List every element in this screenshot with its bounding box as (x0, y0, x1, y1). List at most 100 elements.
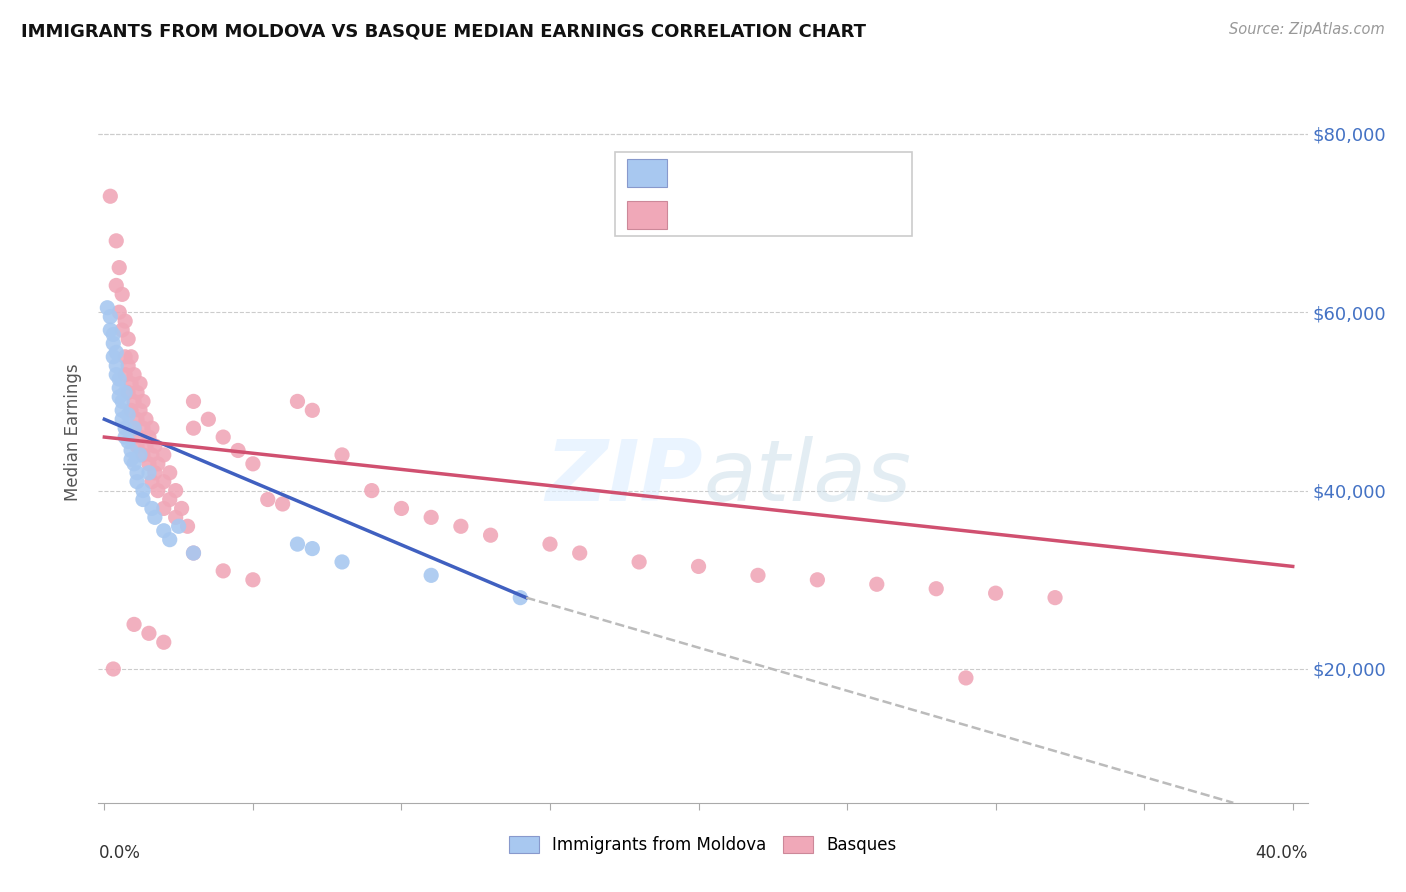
Point (330, 555, 353, 569)
Point (143, 439, 166, 453)
Point (129, 403, 152, 417)
Point (132, 492, 155, 507)
Point (509, 591, 531, 605)
Point (138, 430, 160, 444)
Point (170, 501, 193, 516)
Legend: Immigrants from Moldova, Basques: Immigrants from Moldova, Basques (502, 830, 904, 861)
Point (330, 448, 353, 462)
Point (117, 408, 139, 422)
Point (120, 403, 142, 417)
Point (111, 287, 134, 301)
Point (114, 350, 136, 364)
Point (129, 430, 152, 444)
Point (120, 376, 142, 391)
Point (212, 564, 235, 578)
Point (111, 403, 134, 417)
Point (98, 323, 121, 337)
Point (108, 381, 131, 395)
Point (120, 443, 142, 458)
Point (271, 497, 294, 511)
Text: ZIP: ZIP (546, 435, 703, 518)
Point (391, 501, 413, 516)
Text: 0.0%: 0.0% (98, 844, 141, 862)
Point (360, 483, 382, 498)
Point (146, 457, 169, 471)
Point (1043, 591, 1066, 605)
Point (114, 430, 136, 444)
Point (212, 430, 235, 444)
Point (183, 421, 205, 435)
Point (125, 412, 148, 426)
Point (152, 635, 174, 649)
Point (114, 314, 136, 328)
Point (688, 559, 710, 574)
Point (141, 421, 163, 435)
Point (114, 421, 136, 435)
Point (183, 394, 205, 409)
Point (146, 483, 169, 498)
Point (125, 475, 148, 489)
Point (122, 421, 145, 435)
Point (183, 546, 205, 560)
Point (132, 421, 155, 435)
Text: 40.0%: 40.0% (1256, 844, 1308, 862)
Text: IMMIGRANTS FROM MOLDOVA VS BASQUE MEDIAN EARNINGS CORRELATION CHART: IMMIGRANTS FROM MOLDOVA VS BASQUE MEDIAN… (21, 22, 866, 40)
Point (120, 350, 142, 364)
Point (108, 372, 131, 386)
Point (955, 671, 977, 685)
Point (96, 301, 118, 315)
Point (125, 466, 148, 480)
Point (143, 466, 166, 480)
Point (152, 524, 174, 538)
Point (122, 368, 145, 382)
Y-axis label: Median Earnings: Median Earnings (65, 364, 83, 501)
Point (242, 573, 264, 587)
Point (301, 541, 323, 556)
Text: atlas: atlas (703, 435, 911, 518)
Point (129, 448, 152, 462)
Point (141, 448, 163, 462)
Point (114, 385, 136, 400)
Point (628, 555, 651, 569)
Point (117, 385, 139, 400)
Point (197, 412, 219, 426)
Point (183, 546, 205, 560)
Point (132, 448, 155, 462)
Point (105, 234, 128, 248)
Point (866, 577, 889, 591)
Point (108, 390, 131, 404)
Point (226, 443, 249, 458)
Point (117, 434, 139, 449)
Point (111, 394, 134, 409)
Point (132, 483, 155, 498)
Point (120, 452, 142, 467)
Point (135, 412, 157, 426)
Point (117, 359, 139, 373)
Point (242, 457, 264, 471)
Point (925, 582, 948, 596)
Point (105, 359, 128, 373)
Point (111, 412, 134, 426)
Point (984, 586, 1007, 600)
Point (568, 546, 591, 560)
Point (138, 466, 160, 480)
Point (159, 533, 181, 547)
Point (103, 336, 125, 351)
Point (806, 573, 828, 587)
Point (105, 345, 128, 359)
Point (287, 394, 309, 409)
Point (167, 519, 190, 533)
Point (165, 510, 187, 524)
Point (152, 448, 174, 462)
Point (98, 189, 121, 203)
Point (165, 483, 187, 498)
Point (141, 501, 163, 516)
Point (105, 278, 128, 293)
Point (108, 260, 131, 275)
Point (129, 376, 152, 391)
Point (479, 528, 502, 542)
Point (125, 439, 148, 453)
Point (135, 439, 157, 453)
Point (122, 617, 145, 632)
Point (450, 519, 472, 533)
